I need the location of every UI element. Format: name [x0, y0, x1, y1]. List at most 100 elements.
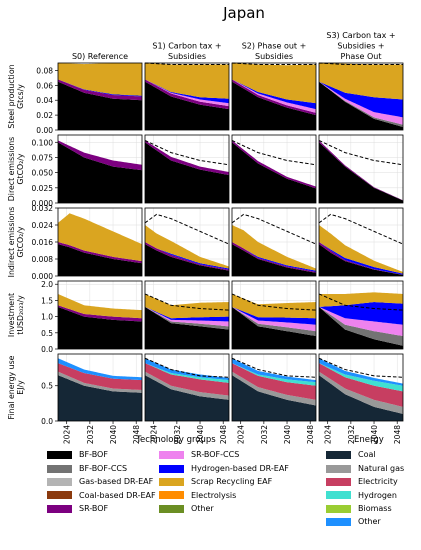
area-coal — [145, 375, 229, 421]
legend-label: Other — [191, 504, 214, 514]
area-other — [145, 358, 229, 381]
legend-label: Electricity — [358, 477, 398, 487]
area-sr-bof — [145, 79, 229, 110]
legend-swatch — [47, 504, 72, 513]
legend-label: Biomass — [358, 504, 392, 514]
legend-swatch — [159, 464, 184, 473]
area-scrap-recycling-eaf — [232, 225, 316, 271]
x-tick-label: 2040 — [370, 425, 379, 444]
legend-label: Coal-based DR-EAF — [79, 490, 156, 500]
row-label: GtCO₂/y — [16, 226, 25, 257]
reference-line — [231, 213, 317, 245]
legend-energy-column: Coal Natural gas Electricity Hydrogen Biomas… — [326, 448, 418, 528]
area-other — [58, 358, 142, 381]
y-tick-label: 0.06 — [36, 81, 53, 90]
panel-4-1 — [144, 353, 230, 422]
y-tick-label: 0.100 — [32, 138, 54, 147]
panel-frame — [318, 280, 404, 350]
reference-line — [231, 140, 317, 166]
panel-2-0 — [57, 207, 143, 277]
area-bf-bof — [145, 142, 229, 203]
area-scrap-recycling-eaf — [58, 293, 142, 319]
area-scrap-recycling-eaf — [319, 63, 403, 100]
panel-0-1 — [144, 62, 230, 131]
reference-line — [318, 293, 404, 311]
panel-4-0 — [57, 353, 143, 422]
x-tick-label: 2048 — [132, 425, 141, 444]
area-hydrogen-based-dr-eaf — [319, 302, 403, 325]
row-label: EJ/y — [16, 380, 25, 395]
panel-frame — [57, 62, 143, 131]
legend-energy-title: Energy — [354, 435, 384, 445]
area-hydrogen-based-dr-eaf — [319, 81, 403, 118]
panel-frame — [57, 353, 143, 422]
y-tick-label: 0.08 — [36, 66, 53, 75]
area-hydrogen — [232, 363, 316, 386]
column-title: S3) Carbon tax + — [326, 31, 395, 40]
legend-swatch — [159, 477, 184, 486]
legend-item: Electrolysis — [159, 489, 289, 502]
x-tick-labels: 2024 2024 2024 2024 2032 2032 2032 2032 2040 2040… — [63, 421, 402, 444]
reference-line — [231, 62, 316, 65]
area-electricity — [232, 363, 316, 400]
area-bf-bof — [58, 142, 142, 203]
panel-1-2 — [231, 134, 317, 204]
panel-2-3 — [318, 207, 404, 277]
area-electricity — [58, 363, 142, 390]
area-other — [319, 358, 403, 386]
area-scrap-recycling-eaf — [319, 225, 403, 274]
legend-swatch — [47, 491, 72, 500]
area-bf-bof — [232, 81, 316, 130]
column-title: S1) Carbon tax + — [152, 42, 221, 51]
x-tick-label: 2040 — [283, 425, 292, 444]
area-bf-bof — [232, 306, 316, 349]
area-sr-bof — [145, 140, 229, 176]
x-tick-label: 2048 — [306, 425, 315, 444]
row-label: Indirect emissions — [7, 207, 16, 278]
area-coal — [319, 375, 403, 421]
panel-frame — [231, 353, 317, 422]
panel-frame — [144, 134, 230, 204]
area-bf-bof — [319, 81, 403, 130]
area-hydrogen-based-dr-eaf — [232, 306, 316, 325]
x-tick-label: 2048 — [393, 425, 402, 444]
area-scrap-recycling-eaf — [58, 63, 142, 96]
panel-frame — [57, 280, 143, 350]
panel-frame — [318, 353, 404, 422]
legend-swatch — [326, 451, 351, 460]
legend-label: Other — [358, 517, 381, 527]
legend-item: Coal-based DR-EAF — [47, 489, 159, 502]
column-title: Phase Out — [341, 52, 382, 61]
panel-3-0 — [57, 280, 143, 350]
panel-0-2 — [231, 62, 317, 131]
area-bf-bof — [319, 306, 403, 349]
area-natural-gas — [232, 371, 316, 406]
panel-1-1 — [144, 134, 230, 204]
legend-item: Other — [326, 515, 418, 528]
y-tick-label: 0.075 — [32, 153, 54, 162]
area-bf-bof — [58, 306, 142, 349]
y-tick-label: 0.0 — [41, 417, 53, 426]
y-tick-label: 0.000 — [32, 199, 54, 208]
x-tick-label: 2024 — [63, 425, 72, 444]
x-tick-label: 2024 — [324, 425, 333, 444]
area-hydrogen-based-dr-eaf — [145, 79, 229, 104]
area-bf-bof — [232, 244, 316, 276]
legend-item: Natural gas — [326, 462, 418, 475]
column-title: S0) Reference — [72, 52, 128, 61]
legend-item: Other — [159, 502, 289, 515]
area-hydrogen-based-dr-eaf — [232, 79, 316, 110]
legend-label: Scrap Recycling EAF — [191, 477, 273, 487]
legend-item: Hydrogen — [326, 489, 418, 502]
area-hydrogen — [145, 363, 229, 383]
area-bf-bof — [58, 244, 142, 276]
area-sr-bof — [58, 140, 142, 171]
row-label: GtCO₂/y — [16, 153, 25, 184]
panel-3-3 — [318, 280, 404, 350]
area-sr-bof — [58, 79, 142, 101]
panel-2-2 — [231, 207, 317, 277]
y-tick-label: 0.0 — [41, 345, 53, 354]
area-coal — [232, 375, 316, 421]
legend-swatch — [159, 504, 184, 513]
panel-frame — [144, 207, 230, 277]
